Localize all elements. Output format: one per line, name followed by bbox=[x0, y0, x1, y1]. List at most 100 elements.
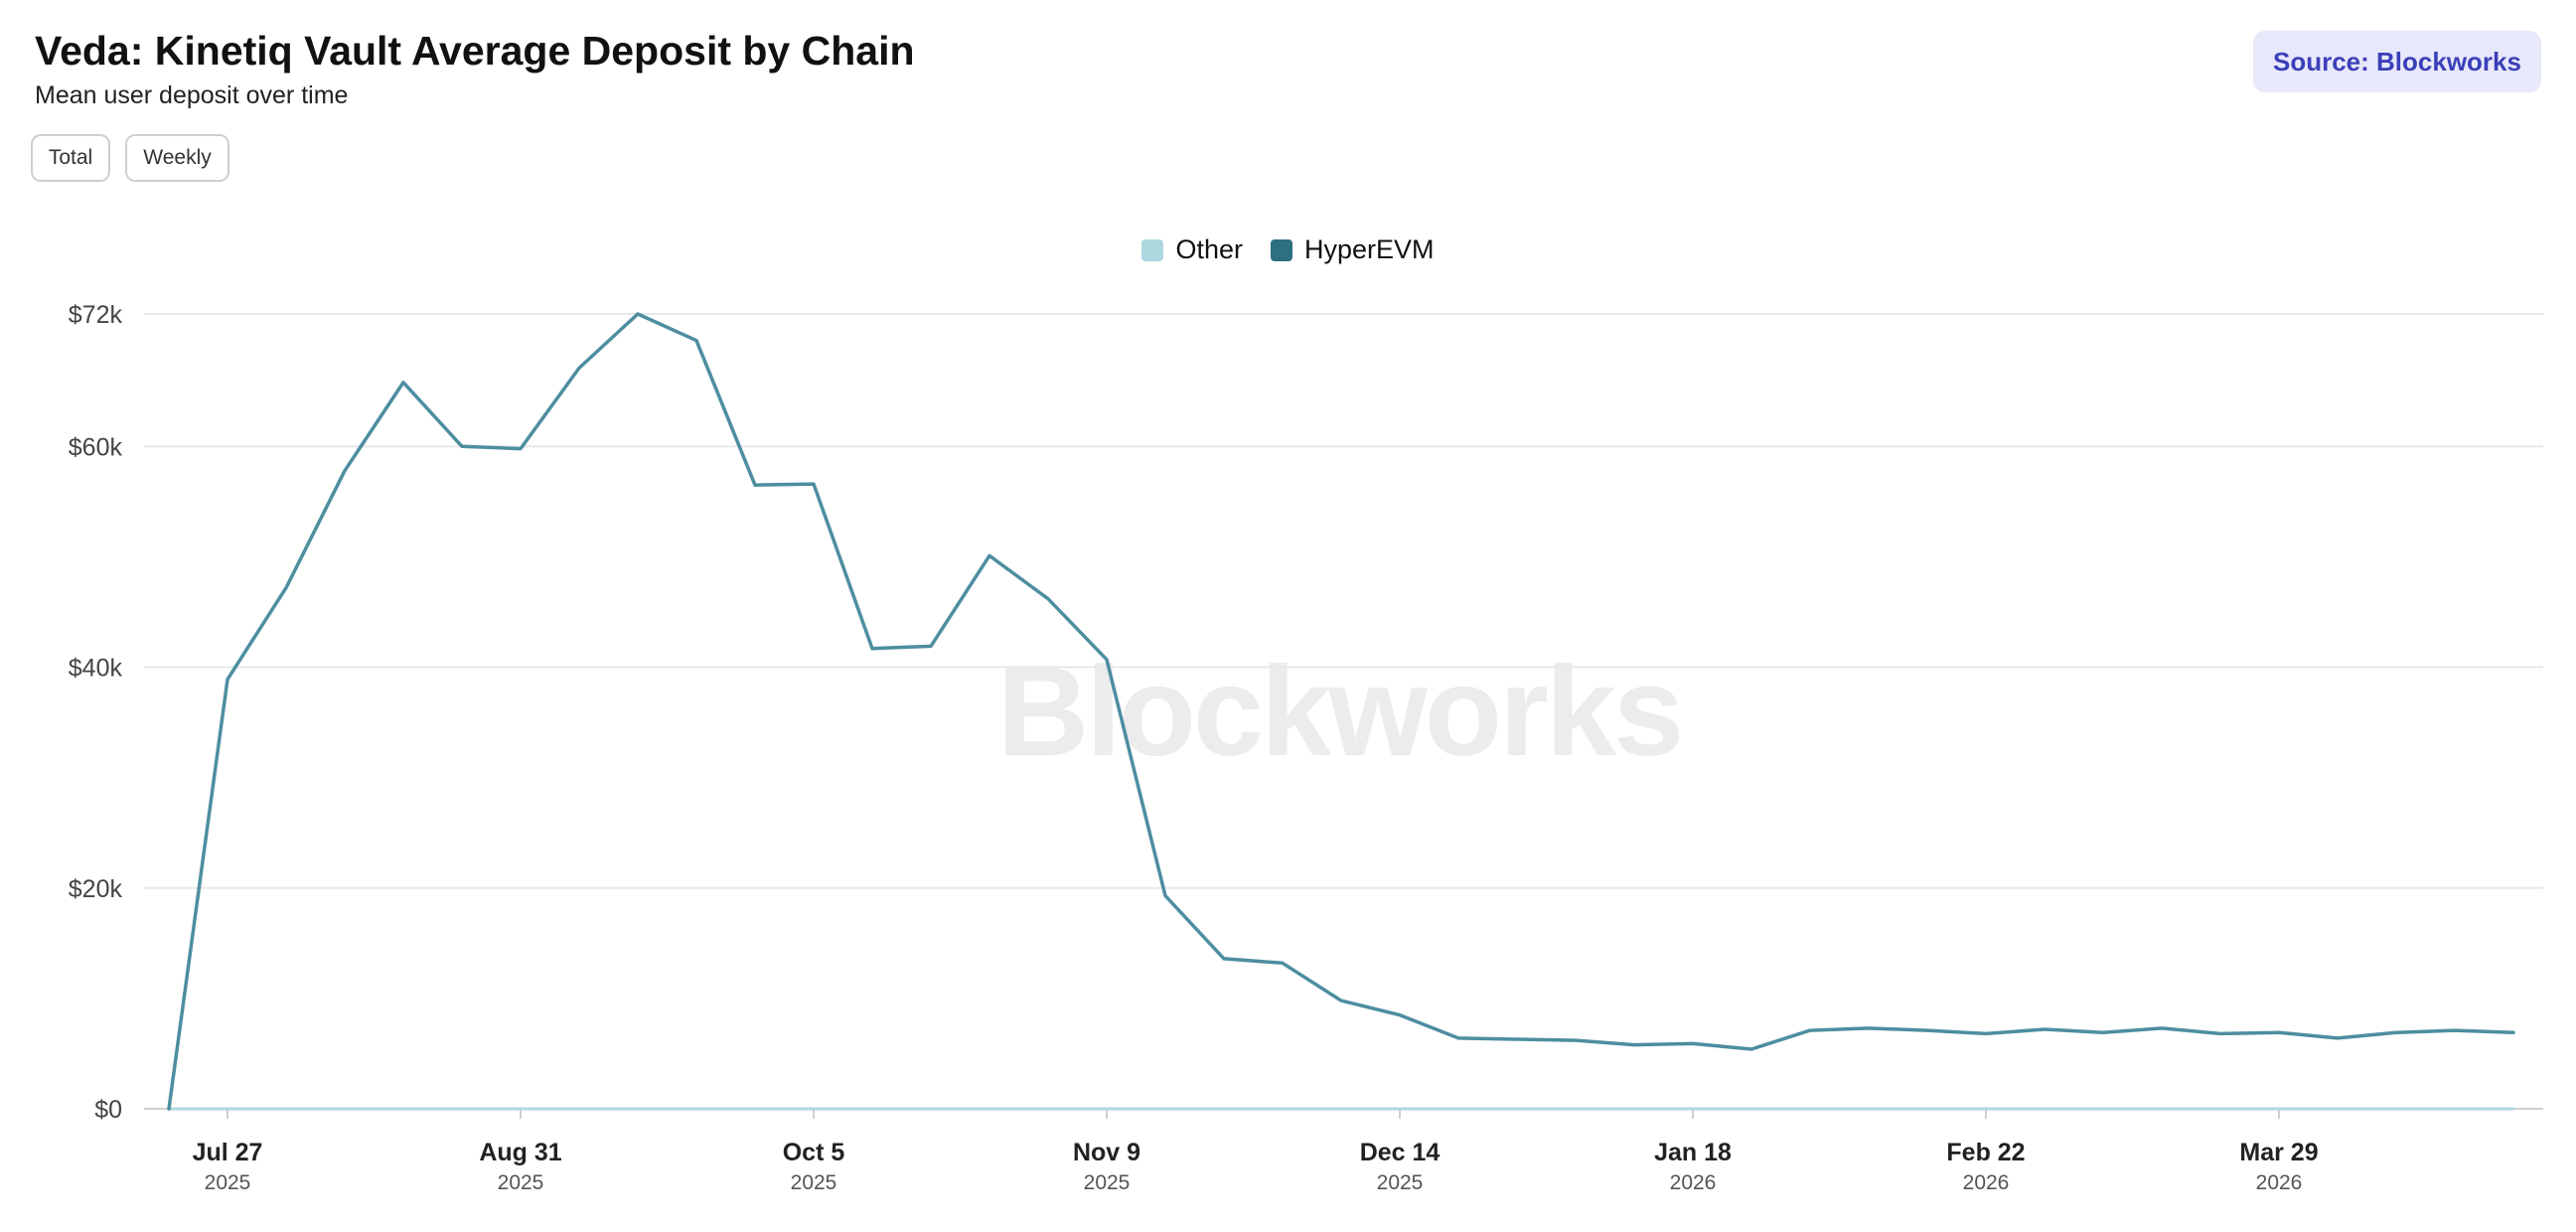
legend-item-hyperevm[interactable]: HyperEVM bbox=[1271, 234, 1435, 265]
data-point-other[interactable] bbox=[637, 1108, 639, 1110]
data-point-hyperevm[interactable] bbox=[2337, 1037, 2339, 1039]
data-point-other[interactable] bbox=[2337, 1108, 2339, 1110]
data-point-other[interactable] bbox=[2512, 1108, 2514, 1110]
legend-label-other: Other bbox=[1175, 234, 1243, 264]
data-point-hyperevm[interactable] bbox=[1868, 1027, 1870, 1029]
data-point-other[interactable] bbox=[1106, 1108, 1108, 1110]
data-point-other[interactable] bbox=[1692, 1108, 1694, 1110]
data-point-hyperevm[interactable] bbox=[1047, 598, 1049, 600]
data-point-other[interactable] bbox=[2161, 1108, 2163, 1110]
data-point-other[interactable] bbox=[871, 1108, 873, 1110]
data-point-hyperevm[interactable] bbox=[402, 382, 404, 384]
data-point-hyperevm[interactable] bbox=[2512, 1031, 2514, 1033]
x-tick-year: 2026 bbox=[1963, 1171, 2010, 1194]
data-point-hyperevm[interactable] bbox=[1223, 958, 1225, 960]
data-point-hyperevm[interactable] bbox=[930, 645, 932, 648]
weekly-button[interactable]: Weekly bbox=[125, 134, 229, 182]
data-point-other[interactable] bbox=[1340, 1108, 1342, 1110]
data-point-hyperevm[interactable] bbox=[2278, 1031, 2280, 1033]
data-point-other[interactable] bbox=[1282, 1108, 1284, 1110]
x-axis: Jul 27 2025 Aug 31 2025 Oct 5 2025 Nov 9 2025 De… bbox=[144, 1108, 2543, 1194]
data-point-hyperevm[interactable] bbox=[1164, 895, 1166, 897]
data-point-hyperevm[interactable] bbox=[1985, 1032, 1987, 1034]
data-point-other[interactable] bbox=[1399, 1108, 1401, 1110]
data-point-hyperevm[interactable] bbox=[1692, 1042, 1694, 1044]
data-point-hyperevm[interactable] bbox=[1926, 1029, 1928, 1031]
data-point-hyperevm[interactable] bbox=[2044, 1028, 2046, 1030]
x-tick-label: Mar 29 bbox=[2239, 1139, 2318, 1166]
x-tick-year: 2025 bbox=[791, 1171, 837, 1194]
data-point-hyperevm[interactable] bbox=[871, 648, 873, 650]
data-point-other[interactable] bbox=[1750, 1108, 1752, 1110]
data-point-other[interactable] bbox=[1047, 1108, 1049, 1110]
data-point-other[interactable] bbox=[2102, 1108, 2104, 1110]
data-point-other[interactable] bbox=[1457, 1108, 1459, 1110]
data-point-hyperevm[interactable] bbox=[1457, 1037, 1459, 1039]
total-button[interactable]: Total bbox=[31, 134, 110, 182]
data-point-hyperevm[interactable] bbox=[637, 313, 639, 315]
data-point-other[interactable] bbox=[285, 1108, 287, 1110]
data-point-other[interactable] bbox=[1809, 1108, 1811, 1110]
x-tick-label: Jul 27 bbox=[193, 1139, 263, 1166]
data-point-other[interactable] bbox=[2278, 1108, 2280, 1110]
data-point-hyperevm[interactable] bbox=[754, 484, 756, 486]
data-point-hyperevm[interactable] bbox=[1516, 1038, 1518, 1040]
data-point-other[interactable] bbox=[988, 1108, 990, 1110]
y-tick-label: $60k bbox=[69, 433, 123, 461]
data-point-hyperevm[interactable] bbox=[285, 587, 287, 589]
data-point-other[interactable] bbox=[1223, 1108, 1225, 1110]
data-point-hyperevm[interactable] bbox=[1575, 1039, 1577, 1041]
data-point-other[interactable] bbox=[578, 1108, 580, 1110]
data-point-hyperevm[interactable] bbox=[1809, 1029, 1811, 1031]
data-point-other[interactable] bbox=[1926, 1108, 1928, 1110]
data-point-hyperevm[interactable] bbox=[1633, 1044, 1635, 1046]
data-point-other[interactable] bbox=[1868, 1108, 1870, 1110]
source-badge[interactable]: Source: Blockworks bbox=[2253, 31, 2541, 92]
data-point-hyperevm[interactable] bbox=[461, 445, 463, 447]
data-point-other[interactable] bbox=[1633, 1108, 1635, 1110]
data-point-hyperevm[interactable] bbox=[695, 340, 697, 342]
data-point-hyperevm[interactable] bbox=[1750, 1048, 1752, 1050]
data-point-other[interactable] bbox=[2395, 1108, 2397, 1110]
x-tick-label: Jan 18 bbox=[1654, 1139, 1732, 1166]
data-point-hyperevm[interactable] bbox=[2454, 1029, 2456, 1031]
data-point-hyperevm[interactable] bbox=[2102, 1031, 2104, 1033]
data-point-other[interactable] bbox=[695, 1108, 697, 1110]
data-point-other[interactable] bbox=[344, 1108, 346, 1110]
data-point-other[interactable] bbox=[2454, 1108, 2456, 1110]
data-point-other[interactable] bbox=[1575, 1108, 1577, 1110]
data-point-other[interactable] bbox=[520, 1108, 522, 1110]
data-point-hyperevm[interactable] bbox=[988, 554, 990, 556]
data-point-hyperevm[interactable] bbox=[578, 367, 580, 369]
data-point-other[interactable] bbox=[1516, 1108, 1518, 1110]
data-point-hyperevm[interactable] bbox=[1106, 659, 1108, 661]
data-point-hyperevm[interactable] bbox=[2161, 1027, 2163, 1029]
data-point-other[interactable] bbox=[813, 1108, 815, 1110]
data-point-other[interactable] bbox=[461, 1108, 463, 1110]
x-tick-year: 2026 bbox=[1670, 1171, 1717, 1194]
data-point-hyperevm[interactable] bbox=[1399, 1014, 1401, 1016]
legend-label-hyperevm: HyperEVM bbox=[1304, 234, 1435, 264]
data-point-other[interactable] bbox=[1164, 1108, 1166, 1110]
data-point-hyperevm[interactable] bbox=[1282, 962, 1284, 964]
data-point-other[interactable] bbox=[754, 1108, 756, 1110]
data-point-hyperevm[interactable] bbox=[813, 483, 815, 485]
x-tick-label: Oct 5 bbox=[783, 1139, 845, 1166]
data-point-hyperevm[interactable] bbox=[2219, 1032, 2221, 1034]
data-point-other[interactable] bbox=[1985, 1108, 1987, 1110]
data-point-hyperevm[interactable] bbox=[344, 470, 346, 472]
series-lines bbox=[167, 312, 2515, 1111]
data-point-hyperevm[interactable] bbox=[168, 1108, 170, 1110]
data-point-hyperevm[interactable] bbox=[2395, 1031, 2397, 1033]
data-point-other[interactable] bbox=[2219, 1108, 2221, 1110]
x-tick-label: Nov 9 bbox=[1073, 1139, 1140, 1166]
legend-swatch-hyperevm bbox=[1271, 238, 1292, 261]
watermark-text: Blockworks bbox=[997, 641, 1682, 783]
data-point-other[interactable] bbox=[2044, 1108, 2046, 1110]
legend-item-other[interactable]: Other bbox=[1141, 234, 1243, 265]
data-point-hyperevm[interactable] bbox=[520, 448, 522, 450]
data-point-other[interactable] bbox=[930, 1108, 932, 1110]
x-tick-year: 2025 bbox=[1084, 1171, 1131, 1194]
data-point-other[interactable] bbox=[402, 1108, 404, 1110]
x-tick-label: Dec 14 bbox=[1360, 1139, 1440, 1166]
